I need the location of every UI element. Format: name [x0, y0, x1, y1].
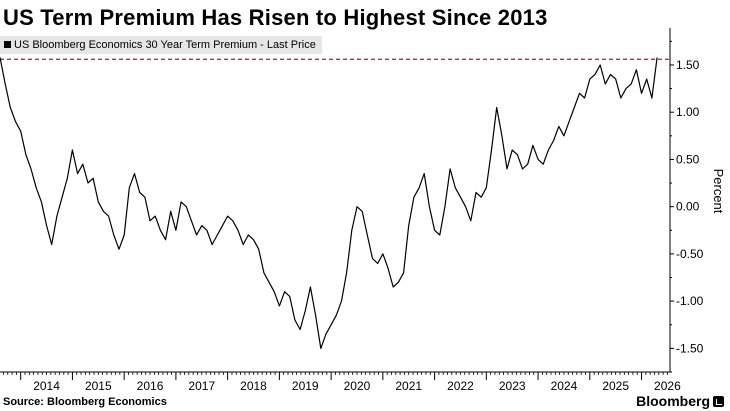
x-tick-label: 2017 — [188, 379, 215, 393]
source-note: Source: Bloomberg Economics — [3, 396, 167, 408]
x-tick-label: 2018 — [240, 379, 267, 393]
legend: US Bloomberg Economics 30 Year Term Prem… — [0, 36, 322, 54]
x-tick-label: 2019 — [292, 379, 319, 393]
x-axis: 2014 2015 2016 2017 2018 2019 2020 2021 2022 2023… — [0, 371, 681, 393]
y-tick-label: -1.50 — [676, 341, 704, 355]
y-axis-label: Percent — [711, 169, 726, 214]
plot-area — [0, 57, 670, 349]
y-tick-label: 0.50 — [676, 152, 700, 166]
x-tick-label: 2026 — [654, 379, 681, 393]
series-line-0 — [0, 57, 658, 349]
y-axis: -1.50 -1.00 -0.50 0.00 0.50 1.00 1.50 Percent — [669, 28, 726, 373]
y-tick-label: 0.00 — [676, 200, 700, 214]
x-tick-label: 2020 — [344, 379, 371, 393]
y-tick-label: 1.50 — [676, 58, 700, 72]
bloomberg-logo: Bloomberg — [636, 393, 724, 409]
x-tick-label: 2022 — [447, 379, 474, 393]
y-tick-label: -1.00 — [676, 294, 704, 308]
x-tick-label: 2025 — [602, 379, 629, 393]
x-tick-label: 2023 — [499, 379, 526, 393]
legend-label: US Bloomberg Economics 30 Year Term Prem… — [14, 39, 316, 51]
x-tick-label: 2014 — [33, 379, 60, 393]
brand-name: Bloomberg — [636, 393, 710, 409]
chart-title: US Term Premium Has Risen to Highest Sin… — [3, 5, 548, 30]
y-tick-label: 1.00 — [676, 105, 700, 119]
x-tick-label: 2015 — [85, 379, 112, 393]
y-tick-label: -0.50 — [676, 247, 704, 261]
legend-swatch — [4, 41, 11, 48]
x-tick-label: 2021 — [395, 379, 422, 393]
bloomberg-mark-icon — [713, 395, 724, 407]
x-tick-label: 2016 — [137, 379, 164, 393]
x-tick-label: 2024 — [551, 379, 578, 393]
